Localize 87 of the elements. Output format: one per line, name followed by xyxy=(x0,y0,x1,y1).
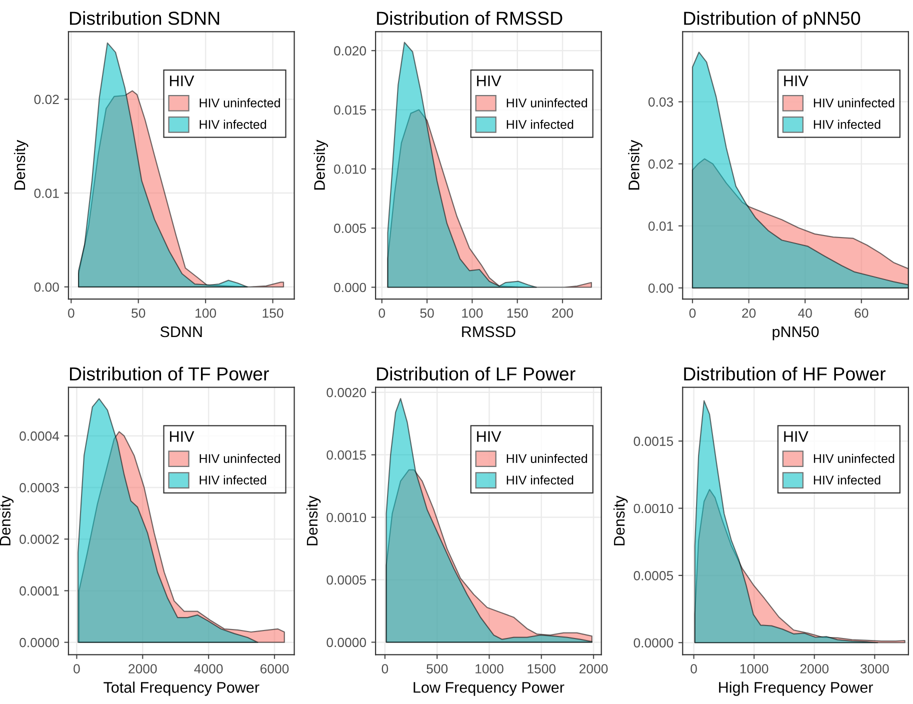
x-tick-label: 200 xyxy=(552,308,574,318)
legend-label: HIV infected xyxy=(200,475,266,485)
legend-title: HIV xyxy=(784,76,808,86)
legend-title: HIV xyxy=(784,431,808,442)
x-tick-label: 0 xyxy=(68,308,74,318)
x-tick-label: 100 xyxy=(462,308,483,318)
y-tick-label: 0.020 xyxy=(334,46,366,56)
y-tick-label: 0.0000 xyxy=(20,638,59,648)
x-tick-label: 4000 xyxy=(194,664,223,674)
legend-title: HIV xyxy=(477,76,502,86)
x-axis-title: Total Frequency Power xyxy=(104,682,260,696)
x-tick-label: 3000 xyxy=(860,664,889,674)
x-tick-label: 150 xyxy=(507,308,528,318)
x-tick-label: 40 xyxy=(798,308,812,318)
x-tick-label: 2000 xyxy=(800,664,829,674)
x-axis-title: pNN50 xyxy=(772,326,819,340)
x-tick-label: 1500 xyxy=(528,664,556,674)
y-tick-label: 0.0003 xyxy=(20,483,59,492)
y-tick-label: 0.000 xyxy=(334,282,366,292)
chart-title: Distribution of HF Power xyxy=(684,366,886,381)
y-tick-label: 0.0000 xyxy=(326,638,366,648)
y-tick-label: 0.0015 xyxy=(326,450,366,460)
chart-title: Distribution of pNN50 xyxy=(684,11,860,29)
legend-label: HIV infected xyxy=(506,120,574,129)
y-tick-label: 0.0001 xyxy=(20,586,59,596)
legend-title: HIV xyxy=(170,76,194,86)
y-tick-label: 0.00 xyxy=(34,282,59,292)
y-tick-label: 0.0002 xyxy=(20,534,59,544)
y-tick-label: 0.0010 xyxy=(326,512,366,522)
legend-title: HIV xyxy=(170,431,194,442)
chart-title: Distribution of LF Power xyxy=(377,366,576,381)
legend-label: HIV uninfected xyxy=(506,454,588,464)
x-tick-label: 0 xyxy=(382,664,388,674)
chart-title: Distribution of RMSSD xyxy=(377,11,562,25)
x-tick-label: 1000 xyxy=(476,664,504,674)
legend-label: HIV infected xyxy=(814,120,880,129)
x-axis-title: RMSSD xyxy=(462,326,516,338)
legend-label: HIV uninfected xyxy=(814,454,894,464)
x-tick-label: 500 xyxy=(426,664,448,674)
y-axis-title: Density xyxy=(613,496,628,546)
x-tick-label: 50 xyxy=(420,308,434,318)
x-axis-title: SDNN xyxy=(160,326,202,338)
y-tick-label: 0.015 xyxy=(334,105,366,115)
legend-label: HIV infected xyxy=(814,475,880,485)
y-tick-label: 0.0000 xyxy=(634,638,674,648)
x-tick-label: 0 xyxy=(378,308,386,318)
x-tick-label: 0 xyxy=(690,664,697,674)
y-tick-label: 0.00 xyxy=(648,283,674,293)
y-tick-label: 0.0020 xyxy=(326,388,366,398)
legend-label: HIV uninfected xyxy=(200,98,280,108)
y-tick-label: 0.0005 xyxy=(634,571,674,580)
legend-label: HIV uninfected xyxy=(814,98,894,108)
legend-title: HIV xyxy=(477,431,502,442)
legend-label: HIV uninfected xyxy=(200,454,280,464)
x-tick-label: 2000 xyxy=(580,664,608,674)
chart-title: Distribution of TF Power xyxy=(70,366,269,381)
y-tick-label: 0.0004 xyxy=(20,431,60,441)
y-tick-label: 0.01 xyxy=(648,221,673,231)
x-tick-label: 60 xyxy=(854,308,868,318)
x-tick-label: 20 xyxy=(742,308,756,318)
y-axis-title: Density xyxy=(628,140,642,190)
chart-title: Distribution SDNN xyxy=(70,11,220,25)
y-axis-title: Density xyxy=(14,140,28,190)
y-tick-label: 0.0010 xyxy=(634,504,674,514)
x-axis-title: High Frequency Power xyxy=(719,682,873,696)
y-tick-label: 0.01 xyxy=(34,188,59,198)
x-tick-label: 0 xyxy=(74,664,80,674)
y-axis-title: Density xyxy=(306,496,321,546)
legend-label: HIV infected xyxy=(506,475,574,485)
y-tick-label: 0.03 xyxy=(648,97,674,107)
y-tick-label: 0.0015 xyxy=(634,436,674,446)
x-tick-label: 150 xyxy=(262,308,284,318)
y-tick-label: 0.005 xyxy=(334,224,366,233)
y-tick-label: 0.02 xyxy=(648,159,673,169)
y-tick-label: 0.010 xyxy=(334,164,366,174)
x-tick-label: 2000 xyxy=(128,664,157,674)
y-tick-label: 0.0005 xyxy=(326,575,366,585)
x-axis-title: Low Frequency Power xyxy=(414,682,564,696)
y-tick-label: 0.02 xyxy=(34,94,59,104)
x-tick-label: 6000 xyxy=(260,664,289,674)
legend-label: HIV infected xyxy=(200,120,266,129)
x-tick-label: 1000 xyxy=(740,664,768,674)
x-tick-label: 100 xyxy=(196,308,216,318)
x-tick-label: 50 xyxy=(132,308,146,318)
x-tick-label: 0 xyxy=(689,308,696,318)
legend-label: HIV uninfected xyxy=(506,98,588,108)
y-axis-title: Density xyxy=(314,140,328,190)
